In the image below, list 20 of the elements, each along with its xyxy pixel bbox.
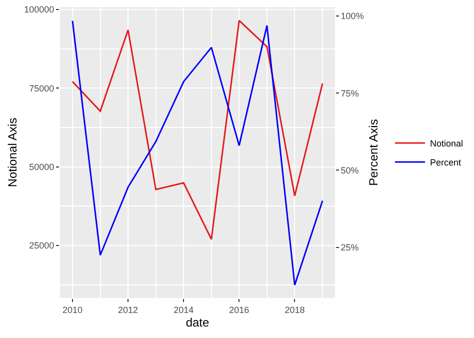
line-series [72, 20, 324, 286]
y-tick-label: 100000 [24, 4, 54, 15]
y-axis-title: Notional Axis [5, 118, 20, 188]
y2-tick-label: 100% [340, 11, 364, 22]
y2-axis-title: Percent Axis [366, 119, 381, 186]
y2-tick-label: 25% [340, 242, 359, 253]
line-series [72, 20, 324, 240]
x-axis-title: date [186, 316, 210, 330]
y2-tick-label: 50% [340, 165, 359, 176]
x-tick-label: 2014 [174, 304, 194, 315]
legend-label: Notional [430, 138, 464, 149]
x-tick-label: 2018 [284, 304, 305, 315]
x-tick-label: 2016 [229, 304, 250, 315]
x-tick-label: 2012 [118, 304, 138, 315]
y2-tick-label: 75% [340, 88, 359, 98]
y-tick-label: 75000 [29, 83, 54, 94]
y-tick-label: 25000 [29, 240, 54, 251]
x-tick-label: 2010 [62, 304, 83, 315]
y-tick-label: 50000 [29, 162, 54, 172]
legend-label: Percent [430, 158, 462, 168]
